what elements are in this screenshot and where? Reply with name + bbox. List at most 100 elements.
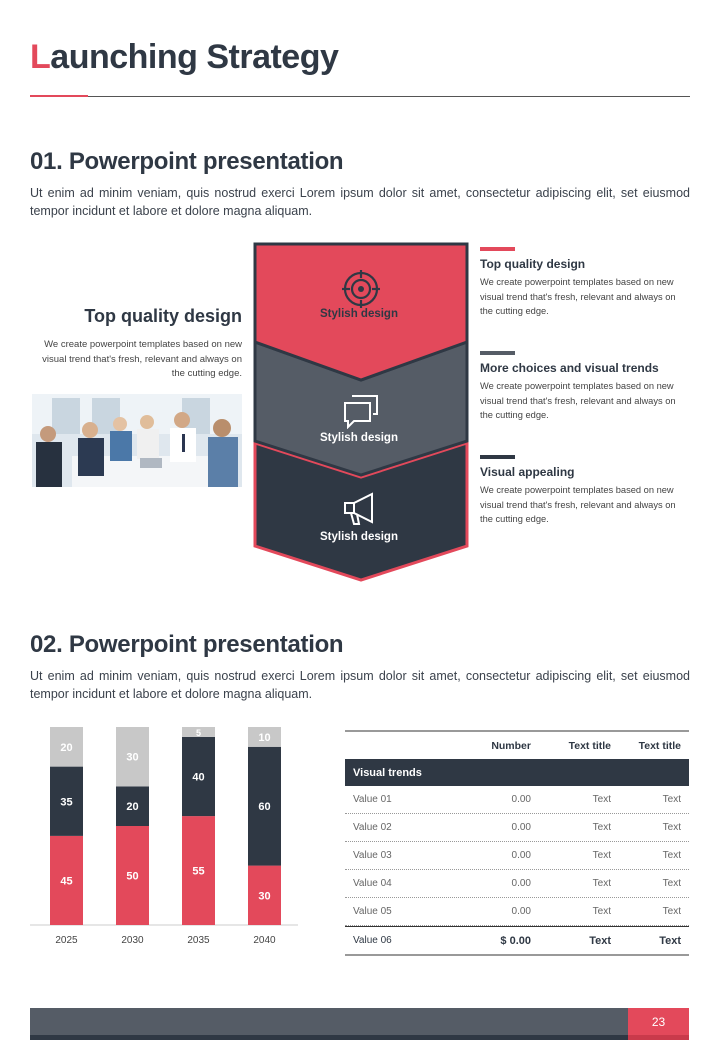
- bar-segment: [248, 727, 281, 747]
- chevron-stack: Stylish design Stylish design Stylish de…: [252, 242, 470, 584]
- title-divider: [30, 96, 690, 97]
- feature-bar: [480, 247, 515, 251]
- data-label: 20: [60, 742, 72, 754]
- table-cell: Text: [592, 794, 611, 805]
- right-feature-3: Visual appealing We create powerpoint te…: [480, 455, 690, 527]
- data-label: 40: [192, 772, 204, 784]
- table-header-row: Number Text title Text title: [345, 730, 689, 759]
- left-feature-description: We create powerpoint templates based on …: [42, 339, 242, 379]
- data-label: 60: [258, 801, 270, 813]
- bar-segment: [116, 786, 149, 826]
- bar-segment: [116, 727, 149, 787]
- footer-bar: [30, 1008, 628, 1035]
- data-label: 55: [192, 866, 204, 878]
- section2-heading: 02. Powerpoint presentation: [30, 631, 344, 658]
- table-cell: Value 06: [353, 935, 392, 946]
- table-cell: Text: [662, 794, 681, 805]
- chat-bubbles-icon: [344, 395, 378, 429]
- table-cell: Text: [592, 850, 611, 861]
- chevron-label-1: Stylish design: [320, 308, 398, 320]
- page-number: 23: [628, 1008, 689, 1035]
- right-feature-description: We create powerpoint templates based on …: [480, 381, 676, 420]
- table-cell: Text: [592, 822, 611, 833]
- table-cell: Value 01: [353, 794, 392, 805]
- table-cell: Value 05: [353, 906, 392, 917]
- table-total-row: Value 06 $ 0.00 Text Text: [345, 926, 689, 956]
- table-cell: Text: [662, 906, 681, 917]
- right-feature-title: More choices and visual trends: [480, 361, 659, 375]
- table-cell: Value 02: [353, 822, 392, 833]
- bar-segment: [182, 736, 215, 817]
- x-tick-label: 2040: [253, 935, 276, 946]
- target-icon: [342, 270, 380, 308]
- bar-segment: [116, 826, 149, 925]
- right-feature-title: Visual appealing: [480, 465, 575, 479]
- right-feature-2: More choices and visual trends We create…: [480, 351, 690, 423]
- table-row: Value 01 0.00 Text Text: [345, 786, 689, 814]
- data-label: 30: [258, 890, 270, 902]
- right-feature-description: We create powerpoint templates based on …: [480, 277, 676, 316]
- table-section-label: Visual trends: [353, 766, 422, 779]
- table-cell: 0.00: [511, 878, 531, 889]
- table-cell: Text: [592, 878, 611, 889]
- feature-bar: [480, 455, 515, 459]
- data-label: 45: [60, 875, 72, 887]
- team-meeting-photo: [32, 394, 242, 487]
- left-feature-title: Top quality design: [84, 306, 242, 326]
- x-tick-label: 2035: [187, 935, 210, 946]
- megaphone-icon: [344, 492, 373, 525]
- table-row: Value 04 0.00 Text Text: [345, 870, 689, 898]
- data-label: 30: [126, 752, 138, 764]
- table-body: Value 01 0.00 Text Text Value 02 0.00 Text Text…: [345, 786, 689, 926]
- table-row: Value 05 0.00 Text Text: [345, 898, 689, 926]
- section1-heading: 01. Powerpoint presentation: [30, 148, 344, 175]
- feature-bar: [480, 351, 515, 355]
- title-divider-accent: [30, 95, 88, 97]
- data-label: 10: [258, 732, 270, 744]
- data-label: 50: [126, 871, 138, 883]
- right-feature-1: Top quality design We create powerpoint …: [480, 247, 690, 319]
- bar-segment: [248, 746, 281, 866]
- section2-paragraph: Ut enim ad minim veniam, quis nostrud ex…: [30, 669, 690, 701]
- x-tick-label: 2025: [55, 935, 78, 946]
- x-tick-label: 2030: [121, 935, 144, 946]
- table-cell: Text: [589, 934, 611, 947]
- data-label: 5: [196, 728, 201, 738]
- table-cell: Value 03: [353, 850, 392, 861]
- table-cell: $ 0.00: [500, 934, 531, 947]
- table-cell: 0.00: [511, 794, 531, 805]
- bar-segment: [182, 727, 215, 737]
- data-table: Number Text title Text title Visual tren…: [345, 730, 689, 956]
- page-title: Launching Strategy: [30, 38, 339, 76]
- data-label: 20: [126, 801, 138, 813]
- table-cell: 0.00: [511, 822, 531, 833]
- table-row: Value 03 0.00 Text Text: [345, 842, 689, 870]
- table-cell: Text: [592, 906, 611, 917]
- chevron-label-2: Stylish design: [320, 432, 398, 444]
- footer-stripe-accent: [628, 1035, 689, 1040]
- bar-segment: [182, 816, 215, 925]
- footer-stripe: [30, 1035, 628, 1040]
- table-header-cell: Number: [491, 739, 531, 752]
- table-header-cell: Text title: [568, 739, 611, 752]
- table-cell: 0.00: [511, 850, 531, 861]
- bar-segment: [50, 766, 83, 836]
- table-cell: Value 04: [353, 878, 392, 889]
- table-row: Value 02 0.00 Text Text: [345, 814, 689, 842]
- section1-paragraph: Ut enim ad minim veniam, quis nostrud ex…: [30, 186, 690, 218]
- table-cell: Text: [662, 850, 681, 861]
- bar-segment: [248, 865, 281, 925]
- table-cell: Text: [662, 878, 681, 889]
- table-cell: 0.00: [511, 906, 531, 917]
- table-section-row: Visual trends: [345, 759, 689, 786]
- table-cell: Text: [662, 822, 681, 833]
- bar-segment: [50, 835, 83, 925]
- table-cell: Text: [659, 934, 681, 947]
- right-feature-description: We create powerpoint templates based on …: [480, 485, 676, 524]
- right-feature-title: Top quality design: [480, 257, 586, 271]
- data-label: 35: [60, 796, 72, 808]
- chevron-label-3: Stylish design: [320, 531, 398, 543]
- table-header-cell: Text title: [638, 739, 681, 752]
- bar-segment: [50, 727, 83, 767]
